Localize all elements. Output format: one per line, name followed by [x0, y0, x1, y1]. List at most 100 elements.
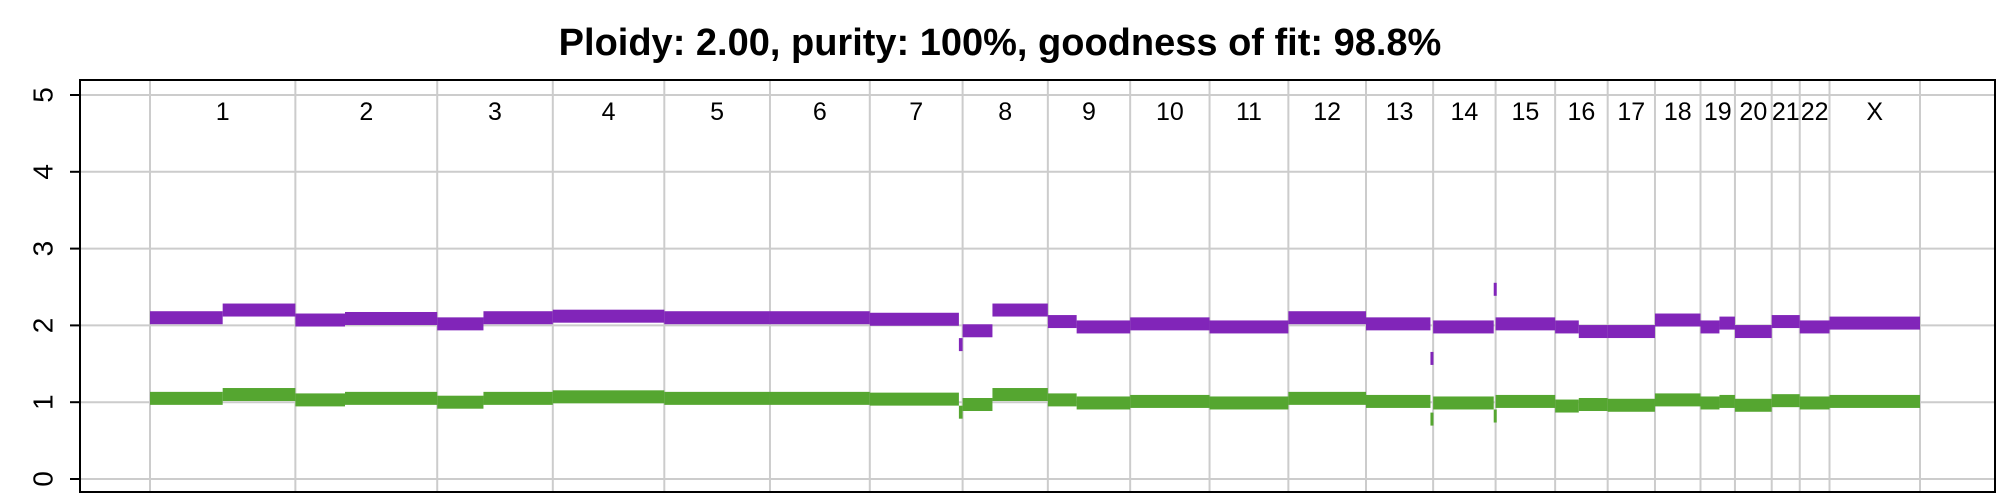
minor-copy-number-segment — [1829, 394, 1920, 408]
major-copy-number-segment — [869, 312, 959, 326]
minor-copy-number-segment — [1130, 394, 1210, 408]
minor-copy-number-segment — [345, 391, 438, 405]
minor-copy-number-segment — [437, 395, 484, 409]
chromosome-label: 20 — [1739, 98, 1767, 126]
major-copy-number-segment — [222, 303, 296, 317]
y-tick-label: 3 — [28, 241, 59, 257]
chromosome-label: 7 — [909, 98, 923, 126]
chromosome-label: 11 — [1236, 98, 1262, 126]
chromosome-label: 16 — [1568, 98, 1596, 126]
y-tick-label: 5 — [28, 87, 59, 103]
minor-copy-number-segment — [222, 388, 296, 402]
major-copy-number-segment — [1771, 315, 1800, 329]
chromosome-label: 2 — [359, 98, 373, 126]
minor-copy-number-segment — [1771, 394, 1800, 408]
major-copy-number-segment — [992, 303, 1048, 317]
minor-copy-number-segment — [1047, 393, 1077, 407]
major-copy-number-segment — [769, 311, 870, 325]
chromosome-label: 19 — [1704, 98, 1732, 126]
major-copy-number-segment — [1719, 316, 1735, 330]
major-copy-number-segment — [1047, 315, 1077, 329]
minor-copy-number-segment — [1433, 396, 1494, 410]
chromosome-label: 21 — [1772, 98, 1800, 126]
minor-copy-number-segment — [483, 391, 553, 405]
chromosome-label: X — [1866, 98, 1883, 126]
major-copy-number-segment — [1578, 325, 1608, 339]
major-copy-number-segment — [1799, 320, 1830, 334]
major-copy-number-segment — [1365, 317, 1431, 331]
major-copy-number-segment — [1607, 325, 1655, 339]
segments — [150, 282, 1920, 426]
major-copy-number-segment — [1734, 325, 1772, 339]
minor-copy-number-segment — [962, 398, 993, 412]
minor-copy-number-segment — [1365, 394, 1431, 408]
minor-copy-number-segment — [1734, 398, 1772, 412]
chromosome-label: 10 — [1156, 98, 1184, 126]
major-copy-number-segment — [1493, 282, 1497, 296]
major-copy-number-segment — [1654, 313, 1701, 327]
major-copy-number-segment — [437, 317, 484, 331]
minor-copy-number-segment — [1578, 398, 1608, 412]
chromosome-label: 12 — [1313, 98, 1341, 126]
chromosome-label: 17 — [1617, 98, 1645, 126]
minor-copy-number-segment — [1555, 399, 1579, 413]
minor-copy-number-segment — [1493, 409, 1497, 423]
minor-copy-number-segment — [869, 392, 959, 406]
major-copy-number-segment — [962, 324, 993, 338]
major-copy-number-segment — [1430, 351, 1434, 365]
major-copy-number-segment — [1209, 320, 1289, 334]
minor-copy-number-segment — [992, 388, 1048, 402]
minor-copy-number-segment — [769, 391, 870, 405]
minor-copy-number-segment — [1495, 394, 1556, 408]
chromosome-label: 22 — [1801, 98, 1829, 126]
chromosome-label: 13 — [1386, 98, 1414, 126]
major-copy-number-segment — [1829, 316, 1920, 330]
minor-copy-number-segment — [1430, 412, 1434, 426]
minor-copy-number-segment — [664, 391, 770, 405]
chromosome-label: 6 — [813, 98, 827, 126]
minor-copy-number-segment — [1799, 396, 1830, 410]
major-copy-number-segment — [1076, 320, 1131, 334]
chromosome-labels: 1 2 3 4 5 6 7 8 9 10 11 12 13 14 15 16 17 18 19 20 21 22 X — [216, 98, 1884, 126]
major-copy-number-segment — [1700, 320, 1720, 334]
y-tick-label: 0 — [28, 471, 59, 487]
minor-copy-number-segment — [1607, 398, 1655, 412]
major-copy-number-segment — [552, 309, 665, 323]
minor-copy-number-segment — [150, 391, 223, 405]
minor-copy-number-segment — [1076, 396, 1131, 410]
plot-frame — [79, 79, 1996, 493]
major-copy-number-segment — [295, 313, 346, 327]
major-copy-number-segment — [1288, 311, 1366, 325]
y-axis: 0 1 2 3 4 5 — [28, 87, 80, 487]
major-copy-number-segment — [345, 311, 438, 325]
chart-title: Ploidy: 2.00, purity: 100%, goodness of … — [559, 22, 1442, 64]
y-tick-label: 2 — [28, 318, 59, 334]
major-copy-number-segment — [1495, 317, 1556, 331]
chromosome-label: 5 — [710, 98, 724, 126]
minor-copy-number-segment — [295, 393, 346, 407]
major-copy-number-segment — [664, 311, 770, 325]
minor-copy-number-segment — [1288, 391, 1366, 405]
chromosome-label: 15 — [1511, 98, 1539, 126]
chromosome-grid — [80, 80, 1995, 492]
minor-copy-number-segment — [1654, 393, 1701, 407]
chromosome-label: 1 — [216, 98, 230, 126]
chromosome-label: 14 — [1450, 98, 1478, 126]
minor-copy-number-segment — [1700, 396, 1720, 410]
y-tick-label: 1 — [28, 394, 59, 410]
chromosome-label: 3 — [488, 98, 502, 126]
chromosome-label: 18 — [1664, 98, 1692, 126]
major-copy-number-segment — [1555, 320, 1579, 334]
chromosome-label: 9 — [1082, 98, 1096, 126]
major-copy-number-segment — [483, 311, 553, 325]
minor-copy-number-segment — [552, 390, 665, 404]
minor-copy-number-segment — [958, 405, 963, 419]
major-copy-number-segment — [1130, 317, 1210, 331]
major-copy-number-segment — [150, 311, 223, 325]
minor-copy-number-segment — [1209, 396, 1289, 410]
minor-copy-number-segment — [1719, 394, 1735, 408]
chromosome-label: 4 — [602, 98, 616, 126]
major-copy-number-segment — [958, 338, 963, 352]
chromosome-label: 8 — [998, 98, 1012, 126]
